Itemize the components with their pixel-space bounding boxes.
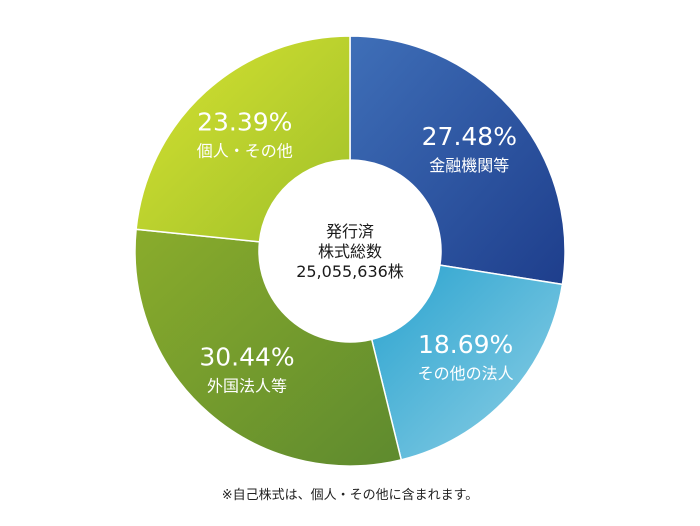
slice-4-label: 個人・その他 <box>197 142 293 161</box>
donut-hole <box>259 160 441 342</box>
slice-2-label: その他の法人 <box>418 364 514 383</box>
slice-4-percent: 23.39% <box>197 108 292 137</box>
footnote: ※自己株式は、個人・その他に含まれます。 <box>221 488 479 503</box>
slice-3-percent: 30.44% <box>199 342 294 371</box>
slice-labels-group: 27.48% 金融機関等 18.69% その他の法人 30.44% 外国法人等 23.39%… <box>197 108 517 396</box>
slice-3-label: 外国法人等 <box>207 376 287 395</box>
center-label-line-1: 発行済 <box>326 222 374 241</box>
slice-1-percent: 27.48% <box>422 122 517 151</box>
slice-2-percent: 18.69% <box>418 330 513 359</box>
slices-group <box>134 35 566 467</box>
center-label-line-2: 株式総数 <box>318 242 382 261</box>
slice-1-label: 金融機関等 <box>429 156 509 175</box>
center-label-line-3: 25,055,636株 <box>296 262 404 281</box>
